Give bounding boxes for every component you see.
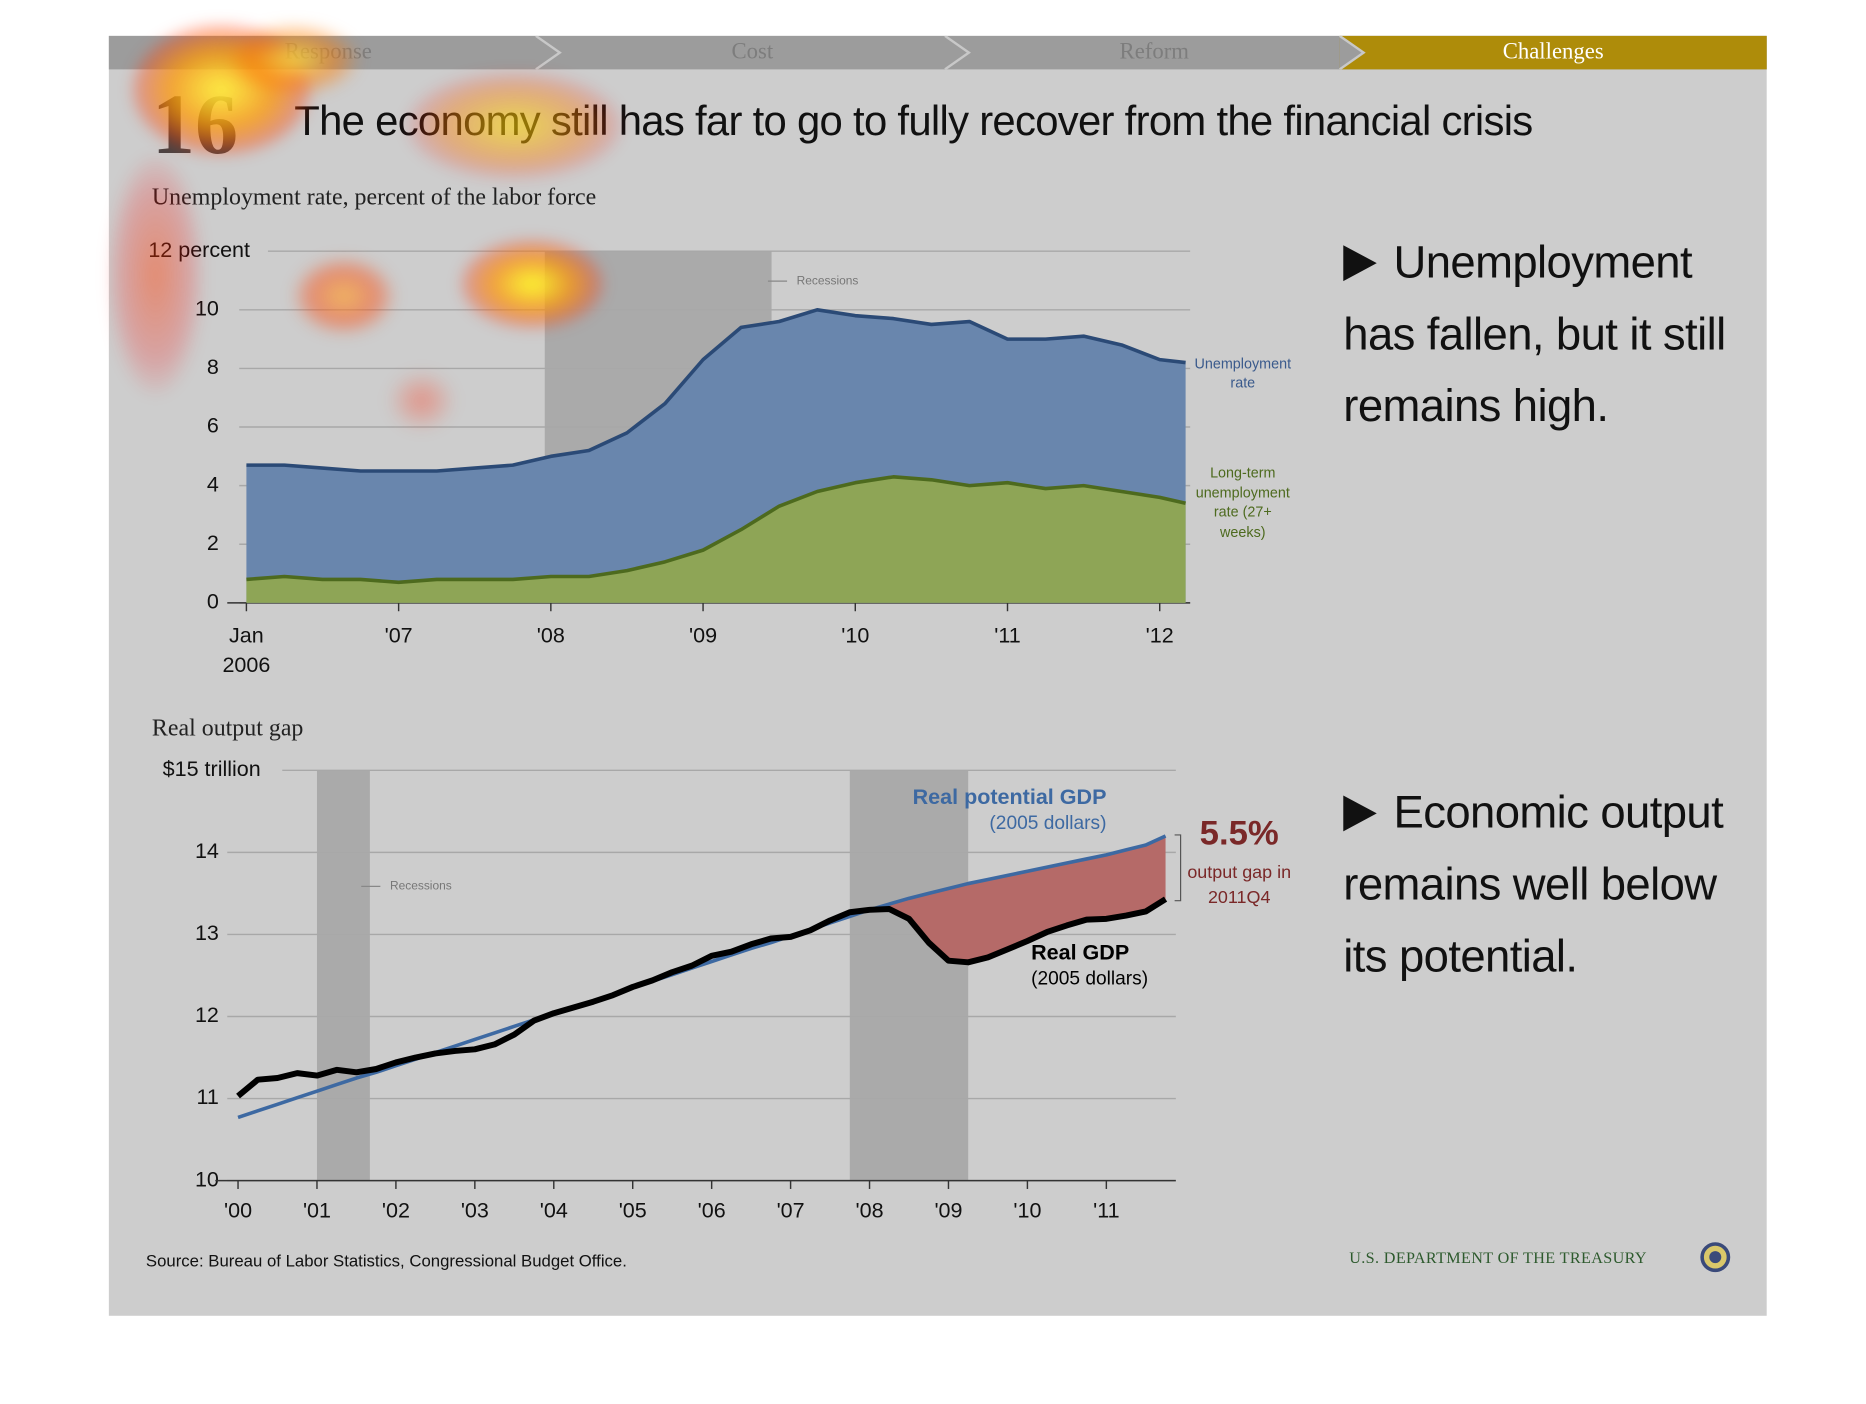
- y-tick-label: $15 trillion: [163, 757, 261, 781]
- x-tick-label: '00: [224, 1198, 252, 1222]
- recession-band: [849, 770, 969, 1181]
- x-tick-label: '02: [382, 1198, 410, 1222]
- area-fill: [246, 476, 1186, 603]
- x-tick-label: '08: [536, 623, 565, 648]
- x-tick-label: '11: [994, 623, 1021, 648]
- bullet: Economic output remains well below its p…: [1343, 777, 1762, 992]
- chart-title: Unemployment rate, percent of the labor …: [151, 184, 597, 211]
- area-line: [246, 308, 1186, 473]
- y-tick-label: 10: [195, 296, 219, 320]
- y-tick-label: 11: [197, 1085, 219, 1109]
- series-label: Real GDP: [1031, 940, 1130, 965]
- source-note: Source: Bureau of Labor Statistics, Cong…: [145, 1251, 627, 1271]
- x-tick-label: '10: [1013, 1198, 1041, 1222]
- x-tick-label: '11: [1093, 1198, 1119, 1222]
- nav-tab[interactable]: Challenges: [1339, 35, 1767, 70]
- nav-chevrons: [535, 35, 1366, 70]
- y-tick-label: 2: [207, 531, 219, 555]
- y-tick-label: 6: [207, 414, 219, 438]
- series-unit: (2005 dollars): [989, 813, 1107, 834]
- x-tick-label: Jan 2006: [222, 623, 271, 678]
- nav-tab[interactable]: Cost: [731, 39, 774, 65]
- x-tick-label: '07: [384, 623, 413, 648]
- y-tick-label: 12 percent: [148, 238, 250, 262]
- x-tick-label: '08: [856, 1198, 884, 1222]
- y-tick-label: 8: [207, 355, 219, 379]
- output-gap-area: [889, 835, 1166, 963]
- treasury-seal: [1700, 1242, 1731, 1273]
- x-tick-label: '09: [689, 623, 718, 648]
- nav-tab[interactable]: Reform: [1119, 39, 1189, 65]
- recession-label: Recessions: [390, 879, 452, 893]
- series-unit: (2005 dollars): [1031, 968, 1149, 990]
- x-tick-label: '05: [619, 1198, 647, 1222]
- bullet: Unemployment has fallen, but it still re…: [1343, 227, 1762, 442]
- x-tick-label: '07: [777, 1198, 805, 1222]
- x-tick-label: '09: [934, 1198, 962, 1222]
- y-tick-label: 13: [195, 921, 219, 945]
- gap-text: output gap in 2011Q4: [1187, 862, 1292, 908]
- x-tick-label: '06: [698, 1198, 726, 1222]
- y-tick-label: 10: [195, 1167, 219, 1191]
- recession-band: [316, 770, 370, 1181]
- line: [237, 834, 1167, 1120]
- y-tick-label: 12: [195, 1003, 219, 1027]
- chart-title: Real output gap: [151, 715, 304, 742]
- x-tick-label: '01: [303, 1198, 331, 1222]
- bullet-text: Unemployment has fallen, but it still re…: [1343, 238, 1726, 432]
- y-tick-label: 14: [195, 839, 219, 863]
- x-tick-label: '12: [1145, 623, 1174, 648]
- bullet-text: Economic output remains well below its p…: [1343, 788, 1724, 983]
- series-label: Real potential GDP: [912, 784, 1107, 809]
- series-label: Unemployment rate: [1194, 355, 1292, 392]
- y-tick-label: 0: [207, 590, 219, 614]
- nav-bar: Response Cost Reform Challenges: [108, 35, 1767, 70]
- gap-bracket: [1174, 834, 1182, 902]
- series-label: Long-term unemployment rate (27+ weeks): [1195, 464, 1290, 541]
- recession-label: Recessions: [797, 273, 859, 287]
- gap-value: 5.5%: [1199, 814, 1279, 853]
- x-tick-label: '03: [461, 1198, 489, 1222]
- y-tick-label: 4: [207, 472, 219, 496]
- x-tick-label: '04: [540, 1198, 568, 1222]
- line: [236, 896, 1168, 1099]
- footer: U.S. DEPARTMENT OF THE TREASURY: [1349, 1248, 1647, 1267]
- x-tick-label: '10: [841, 623, 870, 648]
- area-line: [246, 475, 1186, 585]
